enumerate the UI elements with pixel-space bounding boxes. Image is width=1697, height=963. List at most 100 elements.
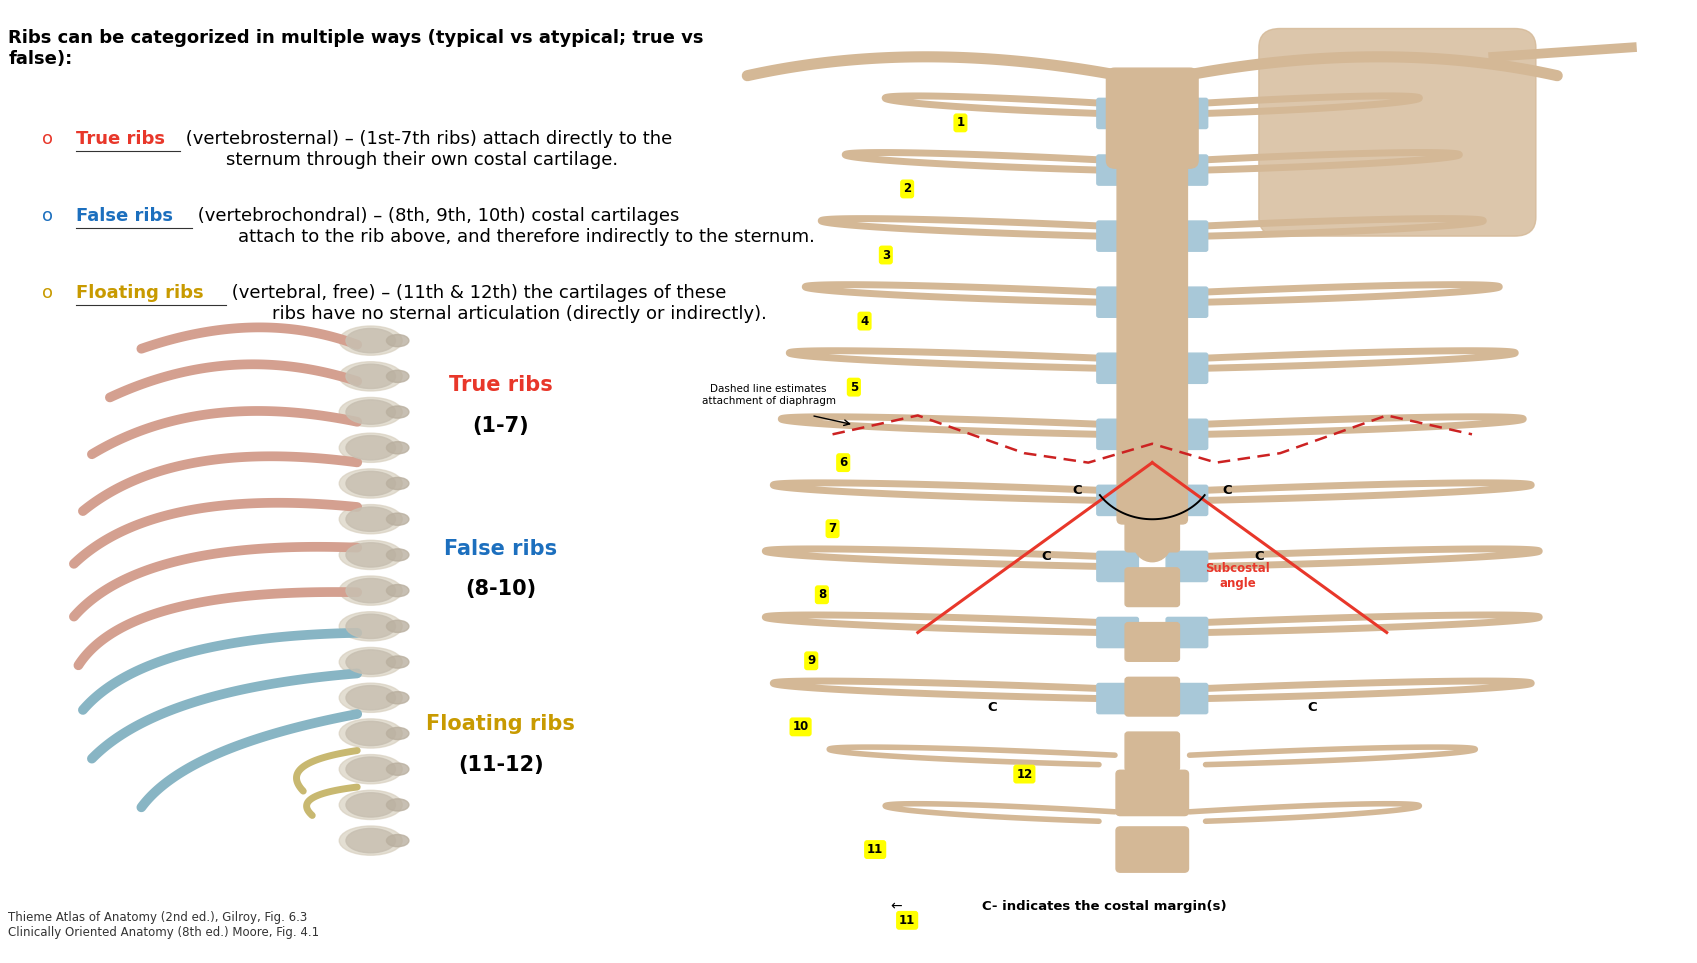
Text: C: C xyxy=(988,701,998,715)
Ellipse shape xyxy=(387,656,409,668)
FancyBboxPatch shape xyxy=(1125,677,1179,716)
FancyBboxPatch shape xyxy=(1166,287,1208,317)
FancyBboxPatch shape xyxy=(1125,294,1179,333)
FancyBboxPatch shape xyxy=(1125,458,1179,497)
Text: (vertebral, free) – (11th & 12th) the cartilages of these
        ribs have no s: (vertebral, free) – (11th & 12th) the ca… xyxy=(226,284,767,323)
Ellipse shape xyxy=(387,799,409,811)
Ellipse shape xyxy=(339,612,402,641)
Text: 4: 4 xyxy=(860,315,869,327)
Ellipse shape xyxy=(346,364,395,388)
FancyBboxPatch shape xyxy=(1166,353,1208,383)
Ellipse shape xyxy=(346,400,395,425)
Ellipse shape xyxy=(387,370,409,382)
Ellipse shape xyxy=(346,721,395,745)
Ellipse shape xyxy=(387,406,409,418)
Text: Dashed line estimates
attachment of diaphragm: Dashed line estimates attachment of diap… xyxy=(701,384,835,406)
Text: 3: 3 xyxy=(882,248,889,262)
Text: C: C xyxy=(1307,701,1317,715)
Text: C- indicates the costal margin(s): C- indicates the costal margin(s) xyxy=(983,899,1227,913)
Text: False ribs: False ribs xyxy=(76,207,173,225)
Text: 12: 12 xyxy=(1017,768,1032,781)
FancyBboxPatch shape xyxy=(1096,353,1139,383)
FancyBboxPatch shape xyxy=(1166,552,1208,582)
Text: C: C xyxy=(1040,551,1050,563)
FancyBboxPatch shape xyxy=(1166,419,1208,450)
FancyBboxPatch shape xyxy=(1125,623,1179,662)
Ellipse shape xyxy=(339,791,402,820)
Ellipse shape xyxy=(339,683,402,713)
Ellipse shape xyxy=(346,614,395,638)
Text: 2: 2 xyxy=(903,182,911,195)
Ellipse shape xyxy=(387,442,409,454)
Ellipse shape xyxy=(339,576,402,605)
FancyBboxPatch shape xyxy=(1166,155,1208,185)
Text: 8: 8 xyxy=(818,588,826,601)
Text: o: o xyxy=(42,284,53,302)
Text: Floating ribs: Floating ribs xyxy=(76,284,204,302)
FancyBboxPatch shape xyxy=(1125,75,1179,114)
Text: 1: 1 xyxy=(957,117,964,129)
FancyBboxPatch shape xyxy=(1117,827,1188,872)
FancyBboxPatch shape xyxy=(1106,68,1198,169)
Ellipse shape xyxy=(387,513,409,525)
Ellipse shape xyxy=(339,469,402,498)
Text: 5: 5 xyxy=(850,380,859,394)
Text: (vertebrosternal) – (1st-7th ribs) attach directly to the
        sternum throug: (vertebrosternal) – (1st-7th ribs) attac… xyxy=(180,130,672,169)
Text: C: C xyxy=(1222,484,1232,498)
Ellipse shape xyxy=(346,650,395,674)
Text: (8-10): (8-10) xyxy=(465,580,536,599)
Ellipse shape xyxy=(346,757,395,781)
FancyBboxPatch shape xyxy=(1096,98,1139,128)
Text: (11-12): (11-12) xyxy=(458,755,543,774)
Ellipse shape xyxy=(387,763,409,775)
FancyBboxPatch shape xyxy=(1125,403,1179,442)
FancyBboxPatch shape xyxy=(1096,155,1139,185)
Ellipse shape xyxy=(387,835,409,846)
Ellipse shape xyxy=(346,686,395,710)
Ellipse shape xyxy=(387,691,409,704)
FancyBboxPatch shape xyxy=(1096,684,1139,714)
FancyBboxPatch shape xyxy=(1125,349,1179,387)
Text: C: C xyxy=(1073,484,1083,498)
Text: Ribs can be categorized in multiple ways (typical vs atypical; true vs
false):: Ribs can be categorized in multiple ways… xyxy=(8,29,704,67)
Text: o: o xyxy=(42,207,53,225)
FancyBboxPatch shape xyxy=(1096,552,1139,582)
Ellipse shape xyxy=(387,620,409,633)
Text: Subcostal
angle: Subcostal angle xyxy=(1205,561,1269,590)
FancyBboxPatch shape xyxy=(1166,684,1208,714)
FancyBboxPatch shape xyxy=(1096,287,1139,317)
Ellipse shape xyxy=(339,362,402,391)
Ellipse shape xyxy=(387,334,409,347)
Text: C: C xyxy=(1254,551,1264,563)
Ellipse shape xyxy=(339,540,402,569)
Text: (vertebrochondral) – (8th, 9th, 10th) costal cartilages
        attach to the ri: (vertebrochondral) – (8th, 9th, 10th) co… xyxy=(192,207,815,246)
Ellipse shape xyxy=(346,828,395,853)
Ellipse shape xyxy=(339,647,402,677)
Ellipse shape xyxy=(346,579,395,603)
FancyBboxPatch shape xyxy=(1117,770,1188,816)
Text: True ribs: True ribs xyxy=(76,130,165,148)
FancyBboxPatch shape xyxy=(1166,98,1208,128)
Text: Floating ribs: Floating ribs xyxy=(426,715,575,734)
FancyBboxPatch shape xyxy=(1259,29,1536,236)
Text: 11: 11 xyxy=(899,914,915,926)
FancyBboxPatch shape xyxy=(1166,617,1208,647)
Text: 10: 10 xyxy=(792,720,809,734)
Ellipse shape xyxy=(339,398,402,427)
FancyBboxPatch shape xyxy=(1125,185,1179,223)
Ellipse shape xyxy=(346,793,395,817)
FancyBboxPatch shape xyxy=(1166,485,1208,515)
Ellipse shape xyxy=(339,718,402,748)
FancyBboxPatch shape xyxy=(1096,485,1139,515)
FancyBboxPatch shape xyxy=(1125,732,1179,770)
Text: (1-7): (1-7) xyxy=(472,416,529,435)
Text: ←: ← xyxy=(891,899,903,913)
Text: False ribs: False ribs xyxy=(445,539,557,559)
FancyBboxPatch shape xyxy=(1125,130,1179,169)
Text: 9: 9 xyxy=(808,654,815,667)
Ellipse shape xyxy=(346,328,395,352)
Text: 7: 7 xyxy=(828,522,837,535)
Text: o: o xyxy=(42,130,53,148)
Text: 6: 6 xyxy=(838,456,847,469)
Ellipse shape xyxy=(346,543,395,567)
